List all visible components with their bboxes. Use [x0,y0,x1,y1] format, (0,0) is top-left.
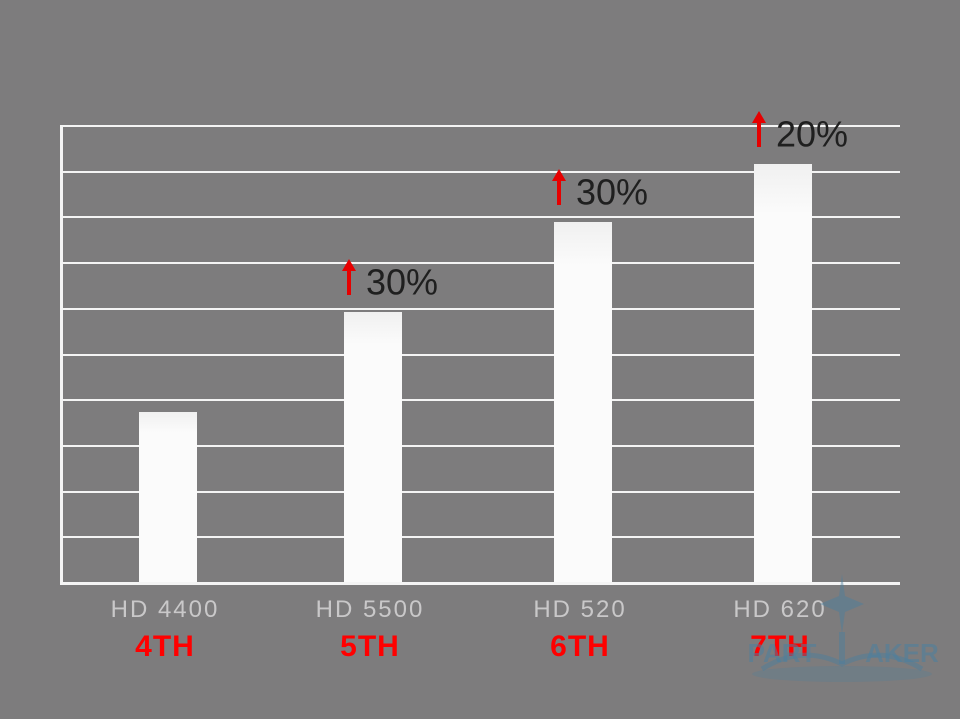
increase-annotation: 30% [340,259,438,306]
x-axis-label: HD 5500 5TH [290,596,450,664]
gpu-model-label: HD 520 [500,596,660,624]
generation-label: 5TH [290,630,450,664]
chart-plot-area: 30%30%20% [60,125,900,585]
page-root: 30%30%20% HD 44004THHD 55005THHD 5206THH… [0,0,960,719]
x-axis-labels: HD 4400 4TH HD 5500 5TH HD 520 6TH HD 620 7TH [60,596,900,696]
increase-annotation: 30% [550,169,648,216]
bar [139,412,197,582]
increase-percent: 30% [366,262,438,303]
increase-percent: 20% [776,114,848,155]
bar [754,164,812,582]
gpu-model-label: HD 620 [700,596,860,624]
increase-annotation: 20% [750,111,848,158]
generation-label: 4TH [85,630,245,664]
up-arrow-icon [340,259,358,306]
gpu-model-label: HD 4400 [85,596,245,624]
bar [554,222,612,582]
generation-label: 6TH [500,630,660,664]
generation-label: 7TH [700,630,860,664]
increase-percent: 30% [576,172,648,213]
x-axis-label: HD 520 6TH [500,596,660,664]
bar [344,312,402,582]
up-arrow-icon [550,169,568,216]
x-axis-label: HD 620 7TH [700,596,860,664]
gpu-model-label: HD 5500 [290,596,450,624]
up-arrow-icon [750,111,768,158]
x-axis-label: HD 4400 4TH [85,596,245,664]
